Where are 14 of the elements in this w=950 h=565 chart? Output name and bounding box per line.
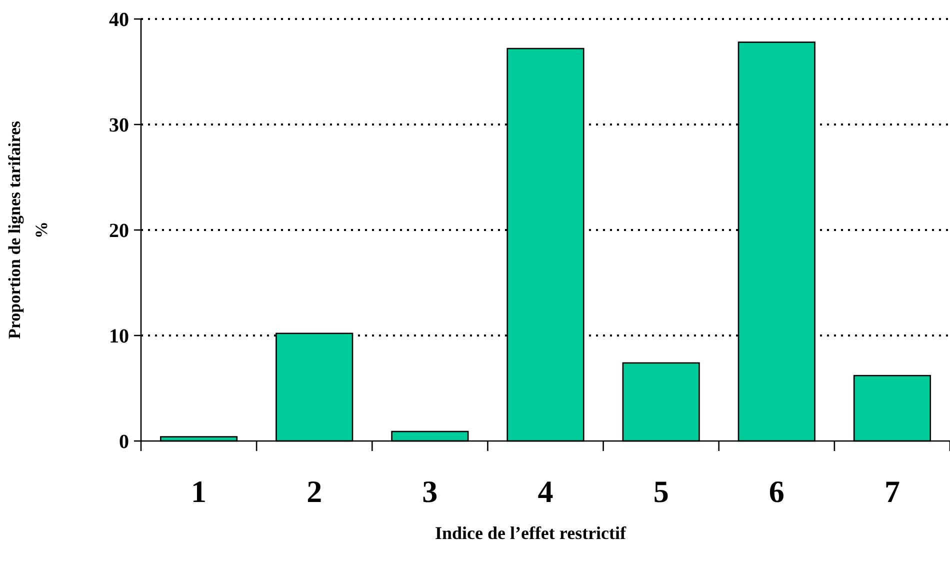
x-tick-label: 5 xyxy=(653,474,669,509)
x-tick-label: 3 xyxy=(422,474,438,509)
y-tick-label: 30 xyxy=(109,114,129,136)
x-tick-label: 2 xyxy=(306,474,322,509)
y-tick-label: 0 xyxy=(119,431,129,453)
x-tick-label: 7 xyxy=(884,474,900,509)
y-axis-title: Proportion de lignes tarifaires % xyxy=(5,120,52,339)
x-axis-title: Indice de l’effet restrictif xyxy=(434,523,628,543)
y-tick-label: 10 xyxy=(109,326,129,348)
x-tick-label: 1 xyxy=(191,474,207,509)
y-tick-label: 20 xyxy=(109,220,129,242)
y-tick-label: 40 xyxy=(109,9,129,31)
x-tick-label: 6 xyxy=(768,474,784,509)
x-tick-label: 4 xyxy=(538,474,554,509)
